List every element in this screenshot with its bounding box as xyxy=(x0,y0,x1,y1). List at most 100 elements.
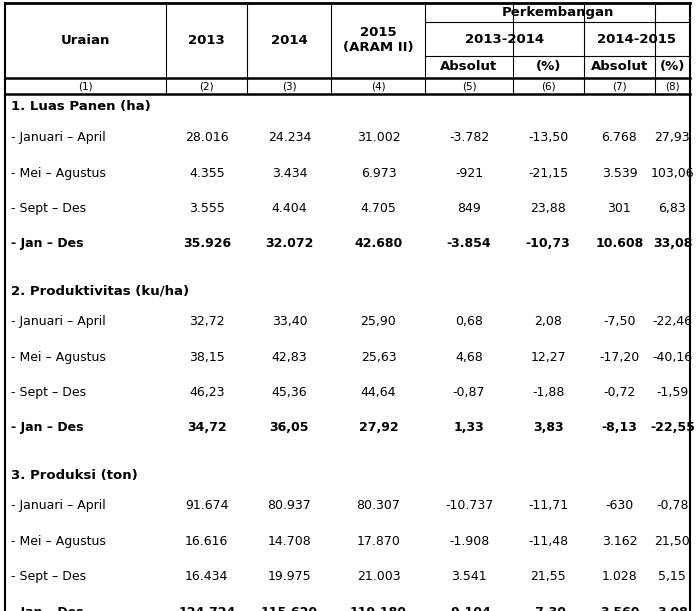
Text: 36,05: 36,05 xyxy=(270,422,309,434)
Text: 3,08: 3,08 xyxy=(657,606,688,611)
Text: -11,48: -11,48 xyxy=(528,535,568,548)
Text: 25,90: 25,90 xyxy=(361,315,396,328)
Text: 28.016: 28.016 xyxy=(185,131,229,144)
Text: (2): (2) xyxy=(199,81,214,91)
Text: (%): (%) xyxy=(660,60,685,73)
Text: -630: -630 xyxy=(605,499,633,513)
Text: 3. Produksi (ton): 3. Produksi (ton) xyxy=(11,469,138,482)
Text: -11,71: -11,71 xyxy=(528,499,568,513)
Text: 119.180: 119.180 xyxy=(350,606,407,611)
Text: 2015
(ARAM II): 2015 (ARAM II) xyxy=(343,26,414,54)
Text: 21.003: 21.003 xyxy=(356,570,401,583)
Text: 2,08: 2,08 xyxy=(534,315,562,328)
Text: 3.162: 3.162 xyxy=(602,535,637,548)
Text: -10.737: -10.737 xyxy=(445,499,493,513)
Text: -22,55: -22,55 xyxy=(650,422,695,434)
Text: 3.560: 3.560 xyxy=(600,606,639,611)
Text: 1,33: 1,33 xyxy=(454,422,484,434)
Text: 27,92: 27,92 xyxy=(359,422,398,434)
Text: 14.708: 14.708 xyxy=(268,535,311,548)
Text: 2013-2014: 2013-2014 xyxy=(465,32,545,46)
Text: 33,40: 33,40 xyxy=(272,315,308,328)
Text: 17.870: 17.870 xyxy=(356,535,401,548)
Text: -0,78: -0,78 xyxy=(656,499,689,513)
Text: 0,68: 0,68 xyxy=(455,315,483,328)
Text: 5,15: 5,15 xyxy=(658,570,686,583)
Text: 80.307: 80.307 xyxy=(356,499,401,513)
Text: 3.539: 3.539 xyxy=(602,167,637,180)
Text: 301: 301 xyxy=(607,202,631,215)
Text: 35.926: 35.926 xyxy=(182,237,231,250)
Text: - Sept – Des: - Sept – Des xyxy=(11,202,86,215)
Text: 38,15: 38,15 xyxy=(189,351,224,364)
Text: -1.908: -1.908 xyxy=(449,535,489,548)
Text: 4.404: 4.404 xyxy=(272,202,308,215)
Text: (1): (1) xyxy=(78,81,93,91)
Text: -1,59: -1,59 xyxy=(656,386,689,399)
Text: -921: -921 xyxy=(455,167,483,180)
Text: -17,20: -17,20 xyxy=(599,351,640,364)
Text: 31.002: 31.002 xyxy=(356,131,401,144)
Text: - Jan – Des: - Jan – Des xyxy=(11,606,83,611)
Text: Absolut: Absolut xyxy=(591,60,648,73)
Text: 27,93: 27,93 xyxy=(654,131,690,144)
Text: -3.854: -3.854 xyxy=(447,237,491,250)
Text: -8,13: -8,13 xyxy=(602,422,637,434)
Text: 849: 849 xyxy=(457,202,481,215)
Text: Perkembangan: Perkembangan xyxy=(501,6,614,19)
Text: 12,27: 12,27 xyxy=(531,351,566,364)
Text: 6,83: 6,83 xyxy=(658,202,686,215)
Text: Uraian: Uraian xyxy=(61,34,110,47)
Text: -1,88: -1,88 xyxy=(532,386,564,399)
Text: - Jan – Des: - Jan – Des xyxy=(11,237,83,250)
Text: 4.355: 4.355 xyxy=(189,167,224,180)
Text: 4.705: 4.705 xyxy=(361,202,396,215)
Text: 103,06: 103,06 xyxy=(651,167,694,180)
Text: (5): (5) xyxy=(462,81,476,91)
Text: 24.234: 24.234 xyxy=(268,131,311,144)
Text: 32.072: 32.072 xyxy=(265,237,314,250)
Text: -40,16: -40,16 xyxy=(652,351,693,364)
Text: 1. Luas Panen (ha): 1. Luas Panen (ha) xyxy=(11,100,151,114)
Text: 42.680: 42.680 xyxy=(354,237,403,250)
Text: 21,50: 21,50 xyxy=(654,535,690,548)
Text: -13,50: -13,50 xyxy=(528,131,568,144)
Text: -7,50: -7,50 xyxy=(603,315,635,328)
Text: -9.104: -9.104 xyxy=(447,606,491,611)
Text: -10,73: -10,73 xyxy=(526,237,570,250)
Text: 6.973: 6.973 xyxy=(361,167,396,180)
Text: 46,23: 46,23 xyxy=(189,386,224,399)
Text: (%): (%) xyxy=(535,60,561,73)
Text: 34,72: 34,72 xyxy=(187,422,226,434)
Text: 45,36: 45,36 xyxy=(272,386,308,399)
Text: - Januari – April: - Januari – April xyxy=(11,131,106,144)
Text: -21,15: -21,15 xyxy=(528,167,568,180)
Text: 44,64: 44,64 xyxy=(361,386,396,399)
Text: Absolut: Absolut xyxy=(440,60,498,73)
Text: 124.724: 124.724 xyxy=(178,606,236,611)
Text: - Mei – Agustus: - Mei – Agustus xyxy=(11,351,106,364)
Text: -3.782: -3.782 xyxy=(449,131,489,144)
Text: 2013: 2013 xyxy=(189,34,225,47)
Text: - Sept – Des: - Sept – Des xyxy=(11,570,86,583)
Text: 3.434: 3.434 xyxy=(272,167,307,180)
Text: 33,08: 33,08 xyxy=(653,237,692,250)
Text: 2014: 2014 xyxy=(271,34,308,47)
Text: 115.620: 115.620 xyxy=(261,606,318,611)
Text: 16.616: 16.616 xyxy=(185,535,229,548)
Text: 80.937: 80.937 xyxy=(268,499,311,513)
Text: - Mei – Agustus: - Mei – Agustus xyxy=(11,167,106,180)
Text: -0,72: -0,72 xyxy=(603,386,635,399)
Text: 23,88: 23,88 xyxy=(531,202,566,215)
Text: 3.541: 3.541 xyxy=(452,570,487,583)
Text: (8): (8) xyxy=(665,81,679,91)
Text: 10.608: 10.608 xyxy=(596,237,644,250)
Text: 3,83: 3,83 xyxy=(533,422,563,434)
Text: - Mei – Agustus: - Mei – Agustus xyxy=(11,535,106,548)
Text: 25,63: 25,63 xyxy=(361,351,396,364)
Text: 16.434: 16.434 xyxy=(185,570,229,583)
Text: (3): (3) xyxy=(282,81,297,91)
Text: 2014-2015: 2014-2015 xyxy=(597,32,676,46)
Text: 91.674: 91.674 xyxy=(185,499,229,513)
Text: - Sept – Des: - Sept – Des xyxy=(11,386,86,399)
